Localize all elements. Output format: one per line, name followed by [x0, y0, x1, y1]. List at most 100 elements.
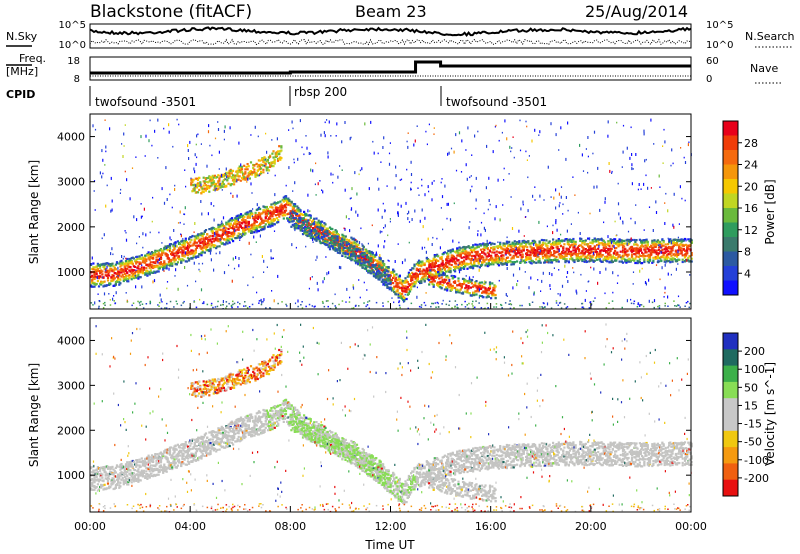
echo-cell [192, 255, 195, 259]
echo-cell [292, 204, 295, 207]
echo-cell [143, 268, 146, 271]
freq-panel-frame [89, 56, 692, 81]
echo-cell [403, 296, 406, 299]
echo-cell [273, 162, 276, 165]
echo-cell [473, 291, 476, 295]
echo-cell [443, 288, 446, 291]
echo-cell [312, 227, 315, 230]
echo-cell [174, 188, 176, 191]
echo-cell [241, 234, 244, 238]
echo-cell [456, 259, 459, 262]
echo-cell [421, 270, 424, 273]
echo-cell [581, 250, 584, 253]
echo-cell [412, 273, 415, 276]
freq-unit-label: [MHz] [6, 65, 38, 78]
echo-cell [577, 249, 581, 252]
echo-cell [421, 260, 424, 263]
echo-cell [550, 242, 554, 246]
echo-cell [504, 258, 507, 261]
echo-cell [221, 223, 224, 226]
echo-cell [358, 241, 361, 245]
echo-cell [109, 299, 111, 301]
echo-cell [198, 188, 201, 191]
freq-trace [90, 60, 691, 75]
echo-cell [328, 233, 331, 236]
echo-cell [490, 297, 493, 300]
echo-cell [511, 261, 514, 264]
echo-cell [108, 270, 111, 273]
echo-cell [213, 268, 215, 272]
echo-cell [518, 251, 521, 254]
echo-cell [168, 245, 172, 248]
echo-cell [599, 238, 602, 241]
echo-cell [479, 285, 483, 289]
echo-cell [491, 251, 494, 254]
echo-cell [119, 278, 122, 281]
echo-cell [533, 242, 535, 246]
echo-cell [268, 223, 271, 226]
echo-cell [567, 248, 570, 251]
echo-cell [602, 258, 605, 261]
echo-cell [452, 258, 456, 261]
echo-cell [574, 245, 576, 247]
echo-cell [257, 211, 261, 215]
echo-cell [210, 184, 213, 187]
echo-cell [565, 249, 568, 252]
echo-cell [596, 185, 598, 189]
echo-cell [281, 208, 284, 211]
echo-cell [490, 246, 493, 250]
echo-cell [448, 267, 451, 270]
echo-cell [239, 213, 243, 216]
echo-cell [233, 180, 236, 183]
echo-cell [345, 238, 348, 241]
echo-cell [233, 233, 236, 236]
echo-cell [353, 241, 356, 244]
echo-cell [460, 283, 463, 286]
echo-cell [463, 267, 466, 270]
echo-cell [368, 263, 371, 266]
echo-cell [127, 263, 130, 266]
echo-cell [403, 299, 406, 302]
echo-cell [355, 210, 357, 214]
echo-cell [141, 259, 144, 262]
echo-cell [376, 270, 379, 273]
echo-cell [331, 243, 334, 246]
echo-cell [610, 259, 613, 262]
echo-cell [405, 279, 408, 282]
echo-cell [419, 281, 422, 285]
echo-cell [204, 236, 208, 239]
echo-cell [668, 253, 671, 256]
echo-cell [269, 165, 272, 168]
echo-cell [123, 145, 125, 147]
echo-cell [502, 244, 505, 247]
echo-cell [552, 231, 554, 235]
echo-cell [273, 203, 276, 206]
echo-cell [146, 274, 149, 277]
echo-cell [392, 282, 395, 285]
echo-cell [201, 249, 204, 252]
echo-cell [377, 277, 380, 280]
echo-cell [374, 268, 377, 271]
echo-cell [270, 219, 273, 222]
echo-cell [439, 264, 442, 268]
echo-cell [521, 245, 524, 248]
echo-cell [174, 184, 176, 187]
echo-cell [284, 197, 288, 200]
echo-cell [458, 265, 461, 268]
echo-cell [327, 239, 330, 242]
echo-cell [268, 211, 270, 215]
echo-cell [434, 260, 437, 263]
echo-cell [594, 256, 597, 259]
echo-cell [199, 245, 202, 248]
echo-cell [420, 278, 423, 281]
echo-cell [196, 184, 200, 188]
echo-cell [261, 159, 264, 162]
echo-cell [112, 276, 115, 279]
noise-traces [89, 26, 692, 46]
echo-cell [179, 258, 182, 261]
echo-cell [253, 168, 256, 171]
echo-cell [493, 289, 496, 292]
echo-cell [472, 285, 475, 288]
echo-cell [212, 246, 215, 249]
echo-cell [306, 225, 309, 228]
